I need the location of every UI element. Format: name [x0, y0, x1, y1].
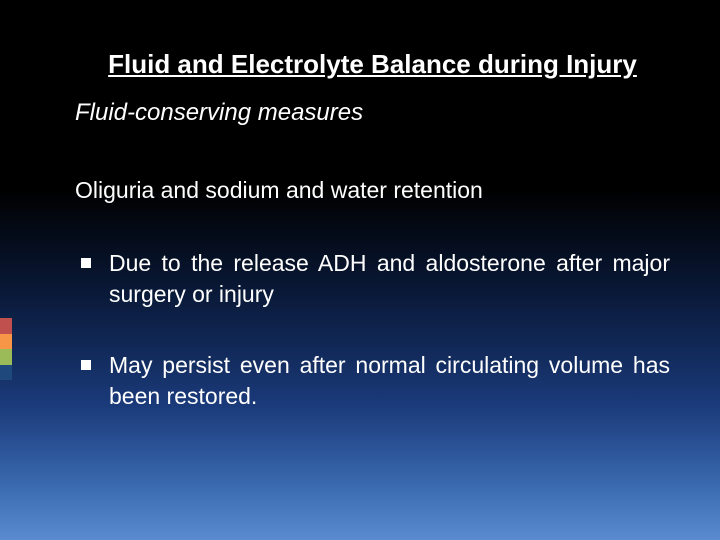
list-item: Due to the release ADH and aldosterone a…	[75, 248, 670, 310]
slide-content: Fluid and Electrolyte Balance during Inj…	[75, 48, 670, 452]
accent-stripe-2	[0, 334, 12, 350]
list-item: May persist even after normal circulatin…	[75, 350, 670, 412]
slide-title: Fluid and Electrolyte Balance during Inj…	[75, 48, 670, 81]
bullet-list: Due to the release ADH and aldosterone a…	[75, 248, 670, 412]
slide-subtitle: Fluid-conserving measures	[75, 99, 670, 127]
accent-stripe-3	[0, 349, 12, 365]
slide-line: Oliguria and sodium and water retention	[75, 177, 670, 204]
accent-stripe-4	[0, 365, 12, 381]
accent-stripe-1	[0, 318, 12, 334]
accent-bar	[0, 318, 12, 380]
